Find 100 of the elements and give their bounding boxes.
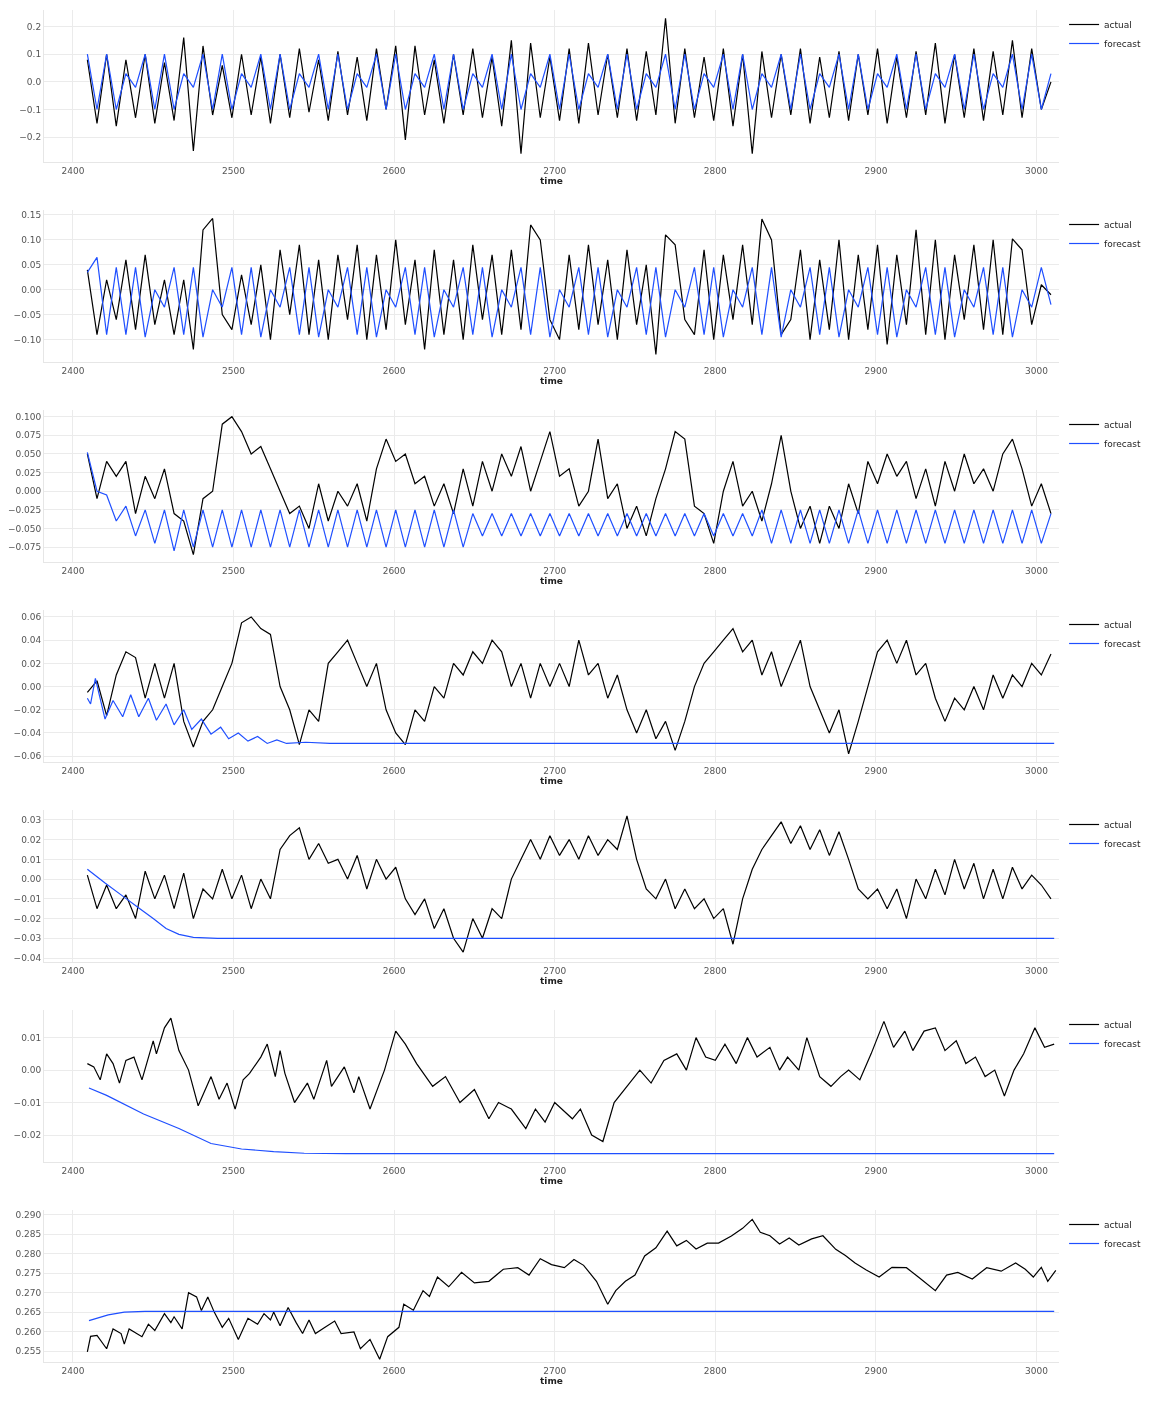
y-tick-label: −0.2 (19, 132, 42, 143)
line-series (86, 451, 1052, 552)
y-tick-label: 0.050 (15, 449, 42, 460)
line-series (86, 217, 1052, 356)
x-axis-title: time (540, 375, 563, 386)
y-tick-label: 0.075 (15, 430, 42, 441)
x-tick-label: 2800 (703, 765, 728, 776)
y-tick-label: −0.1 (19, 104, 42, 115)
x-tick-label: 2800 (703, 365, 728, 376)
x-tick-label: 2900 (864, 1365, 888, 1376)
legend-label: actual (1104, 20, 1132, 31)
y-tick-label: 0.000 (15, 486, 42, 497)
y-tick-label: −0.04 (13, 953, 42, 964)
y-tick-label: 0.1 (26, 49, 42, 60)
x-tick-label: 2900 (864, 765, 888, 776)
legend-label: actual (1104, 220, 1132, 231)
x-tick-label: 2500 (222, 965, 246, 976)
x-tick-label: 3000 (1025, 965, 1049, 976)
legend-label: forecast (1104, 239, 1141, 250)
y-tick-label: 0.15 (21, 210, 42, 221)
x-tick-label: 3000 (1025, 565, 1049, 576)
x-tick-label: 3000 (1025, 365, 1049, 376)
line-series (86, 616, 1052, 755)
x-tick-label: 2700 (543, 1165, 567, 1176)
y-tick-label: 0.275 (15, 1268, 42, 1279)
line-series (86, 17, 1052, 155)
x-tick-label: 2600 (382, 165, 406, 176)
y-tick-label: −0.02 (13, 913, 42, 924)
legend-label: forecast (1104, 39, 1141, 50)
x-tick-label: 2600 (382, 365, 406, 376)
x-tick-label: 2600 (382, 765, 406, 776)
y-tick-label: −0.02 (13, 1130, 42, 1141)
x-tick-label: 2600 (382, 965, 406, 976)
x-tick-label: 3000 (1025, 1165, 1049, 1176)
x-tick-label: 2700 (543, 365, 567, 376)
y-tick-label: 0.03 (21, 815, 42, 826)
x-tick-label: 2400 (61, 165, 85, 176)
x-tick-label: 2800 (703, 965, 728, 976)
x-tick-label: 2600 (382, 565, 406, 576)
line-series (86, 1017, 1055, 1143)
y-tick-label: 0.00 (21, 681, 42, 692)
y-tick-label: −0.02 (13, 704, 42, 715)
line-series (86, 1218, 1057, 1360)
x-tick-label: 2900 (864, 165, 888, 176)
x-axis-title: time (540, 775, 563, 786)
x-tick-label: 2900 (864, 365, 888, 376)
x-axis-title: time (540, 975, 563, 986)
x-tick-label: 2800 (703, 165, 728, 176)
line-series (86, 815, 1052, 953)
legend-label: forecast (1104, 639, 1141, 650)
x-axis-title: time (540, 1375, 563, 1386)
y-tick-label: 0.01 (21, 1032, 42, 1043)
x-tick-label: 2900 (864, 965, 888, 976)
x-tick-label: 2500 (222, 1365, 246, 1376)
x-axis-title: time (540, 575, 563, 586)
y-tick-label: 0.2 (26, 21, 42, 32)
y-tick-label: −0.10 (13, 334, 42, 345)
y-tick-label: −0.06 (13, 751, 42, 762)
x-axis-title: time (540, 1175, 563, 1186)
y-tick-label: 0.265 (15, 1307, 42, 1318)
x-tick-label: 2700 (543, 765, 567, 776)
line-series (86, 868, 1055, 939)
y-tick-label: 0.100 (15, 411, 42, 422)
x-tick-label: 2500 (222, 1165, 246, 1176)
legend-label: actual (1104, 420, 1132, 431)
y-tick-label: −0.050 (7, 523, 42, 534)
x-tick-label: 3000 (1025, 165, 1049, 176)
legend-label: actual (1104, 1220, 1132, 1231)
y-tick-label: 0.00 (21, 284, 42, 295)
y-tick-label: 0.280 (15, 1248, 42, 1259)
x-tick-label: 2800 (703, 565, 728, 576)
y-tick-label: −0.01 (13, 893, 42, 904)
x-tick-label: 2400 (61, 1165, 85, 1176)
x-tick-label: 2400 (61, 765, 85, 776)
legend-label: forecast (1104, 839, 1141, 850)
y-tick-label: −0.05 (13, 309, 42, 320)
x-tick-label: 2500 (222, 165, 246, 176)
y-tick-label: 0.025 (15, 467, 42, 478)
x-tick-label: 2800 (703, 1165, 728, 1176)
y-tick-label: 0.285 (15, 1229, 42, 1240)
y-tick-label: 0.05 (21, 259, 42, 270)
y-tick-label: 0.02 (21, 658, 42, 669)
x-tick-label: 2600 (382, 1365, 406, 1376)
y-tick-label: 0.01 (21, 854, 42, 865)
legend-label: forecast (1104, 1039, 1141, 1050)
y-tick-label: 0.04 (21, 635, 42, 646)
line-series (86, 677, 1055, 745)
x-tick-label: 2700 (543, 565, 567, 576)
y-tick-label: 0.00 (21, 874, 42, 885)
line-series (86, 256, 1052, 338)
line-series (86, 416, 1052, 556)
y-tick-label: −0.075 (7, 542, 42, 553)
legend-label: actual (1104, 820, 1132, 831)
y-tick-label: −0.03 (13, 933, 42, 944)
y-tick-label: 0.02 (21, 834, 42, 845)
y-tick-label: 0.270 (15, 1287, 42, 1298)
line-series (86, 53, 1052, 111)
x-tick-label: 3000 (1025, 1365, 1049, 1376)
x-tick-label: 2700 (543, 965, 567, 976)
x-tick-label: 2600 (382, 1165, 406, 1176)
